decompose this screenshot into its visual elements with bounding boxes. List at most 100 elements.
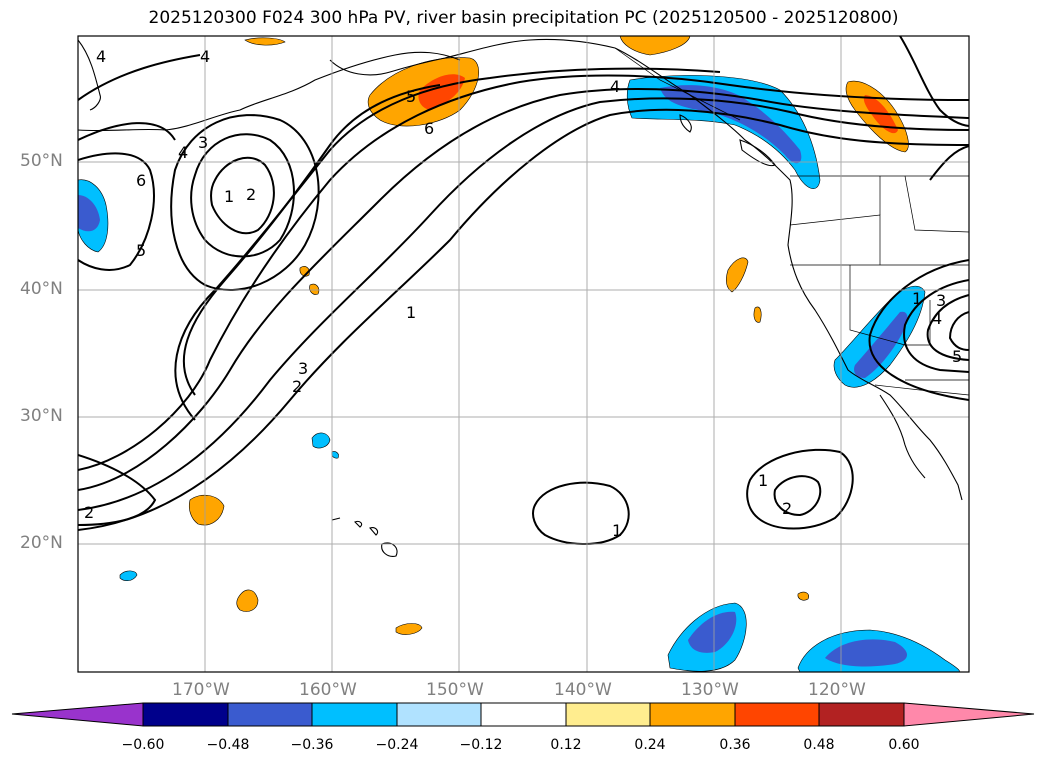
contour-label: 1: [406, 303, 416, 322]
precip-negative-south-right-core: [825, 639, 908, 667]
map-plot-area: 4 4 3 4 6 5 1 2 5 6 4 2 3 1 1 1 2 1 3 4 …: [78, 36, 969, 672]
colorbar: [11, 702, 1035, 727]
colorbar-extend-under: [11, 702, 144, 727]
contour-label: 5: [136, 241, 146, 260]
pv-contour-california-low-1: [903, 279, 969, 373]
pv-contour-southwest: [78, 454, 157, 526]
lon-label-150w: 150°W: [426, 680, 484, 700]
pv-contour-california-low-4: [868, 259, 969, 401]
colorbar-bin: [734, 702, 820, 727]
coastline-kamchatka: [78, 39, 101, 111]
colorbar-bin: [649, 702, 736, 727]
precip-negative-west-edge-core: [78, 195, 100, 232]
precip-positive-small-4: [753, 306, 762, 323]
colorbar-tick: 0.60: [888, 737, 920, 753]
precip-positive-small-8: [797, 591, 809, 601]
pv-contour-6: [182, 84, 441, 396]
precip-negative-bc-coast-core: [660, 85, 802, 164]
pv-contour-1: [78, 108, 969, 531]
contour-label: 5: [952, 347, 962, 366]
gridlines: [78, 36, 969, 672]
contour-label: 1: [224, 187, 234, 206]
lat-label-30n: 30°N: [20, 406, 63, 426]
pv-contour-subtropical-3: [773, 475, 822, 517]
pv-contour-subtropical-2: [746, 448, 854, 530]
colorbar-bin: [565, 702, 651, 727]
colorbar-tick: −0.48: [206, 737, 250, 753]
contour-label: 4: [200, 47, 210, 66]
coastline-vancouver-island: [739, 139, 776, 167]
pv-contour-3: [78, 87, 969, 491]
contour-label: 4: [932, 309, 942, 328]
pv-contour-west-lobe: [78, 54, 201, 271]
contour-label: 5: [406, 87, 416, 106]
contour-label: 2: [84, 503, 94, 522]
precip-positive-small-6: [236, 589, 259, 612]
lon-label-140w: 140°W: [554, 680, 612, 700]
precip-positive-top-left: [244, 37, 286, 46]
precip-negative-south-center-core: [688, 611, 737, 653]
contour-label: 4: [96, 47, 106, 66]
colorbar-bin: [396, 702, 482, 727]
precip-positive-top-center: [619, 36, 691, 56]
colorbar-bin: [227, 702, 313, 727]
pv-contour-west-lobe-2: [78, 122, 176, 141]
pv-contour-5: [174, 67, 721, 421]
coastline-alaska-south: [329, 38, 616, 76]
lon-label-120w: 120°W: [808, 680, 866, 700]
pv-contour-4: [78, 74, 969, 471]
colorbar-bin: [480, 702, 567, 727]
colorbar-bin: [311, 702, 398, 727]
colorbar-tick: 0.24: [634, 737, 666, 753]
contour-label: 1: [758, 471, 768, 490]
lon-label-130w: 130°W: [681, 680, 739, 700]
lat-label-40n: 40°N: [20, 279, 63, 299]
pv-contour-closed-3: [170, 114, 320, 291]
contour-label: 6: [424, 119, 434, 138]
map-title: 2025120300 F024 300 hPa PV, river basin …: [148, 8, 899, 28]
pv-contour-california-low-3: [948, 311, 969, 351]
pv-contour-2: [78, 97, 969, 511]
contour-label: 4: [610, 77, 620, 96]
border-usa-mexico: [874, 384, 969, 396]
precip-negative-california-core: [854, 311, 908, 378]
colorbar-tick: 0.48: [803, 737, 835, 753]
pv-contour-closed-2: [190, 133, 295, 258]
coastline-baja: [879, 394, 926, 479]
precip-shading: [78, 36, 960, 672]
lon-label-170w: 170°W: [172, 680, 230, 700]
pv-contour-northeast-1: [899, 36, 969, 127]
border-states-3: [905, 300, 969, 381]
precip-positive-small-7: [395, 623, 423, 635]
precip-negative-small-1: [311, 432, 331, 449]
contour-label: 2: [292, 377, 302, 396]
coastline-alaska-aleutians: [78, 51, 461, 132]
precip-positive-small-2: [309, 283, 320, 295]
precip-negative-small-3: [119, 570, 138, 581]
precip-negative-small-2: [331, 451, 339, 459]
pv-contour-subtropical-1: [532, 481, 630, 545]
pv-contour-closed-1: [210, 156, 275, 235]
colorbar-tick: −0.24: [375, 737, 419, 753]
border-states-2: [879, 175, 969, 233]
plot-frame: [77, 35, 970, 673]
contour-label: 1: [612, 521, 622, 540]
precip-positive-small-3: [726, 257, 749, 293]
lon-label-160w: 160°W: [299, 680, 357, 700]
contour-label: 2: [246, 185, 256, 204]
contour-label: 4: [178, 143, 188, 162]
lat-label-20n: 20°N: [20, 533, 63, 553]
pv-contour-california-low-2: [926, 294, 969, 361]
coastline-haida-gwaii: [679, 114, 692, 133]
contour-label: 2: [782, 499, 792, 518]
colorbar-tick: 0.36: [719, 737, 751, 753]
colorbar-tick: −0.36: [290, 737, 334, 753]
precip-positive-small-5: [188, 494, 225, 526]
colorbar-bin: [818, 702, 905, 727]
contour-label: 6: [136, 171, 146, 190]
colorbar-bin: [142, 702, 229, 727]
contour-label: 3: [198, 133, 208, 152]
coastline-hawaii: [331, 517, 398, 557]
colorbar-tick: −0.12: [459, 737, 503, 753]
